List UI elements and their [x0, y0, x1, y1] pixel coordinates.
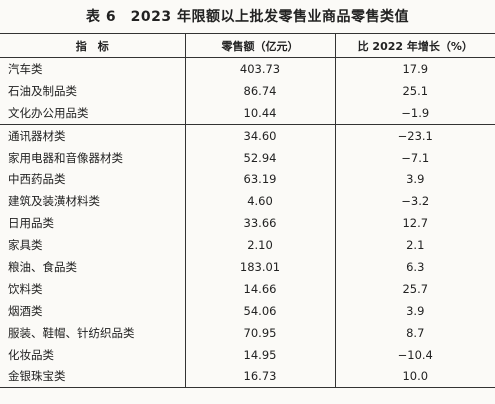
cell-value: 10.44 [184, 101, 335, 125]
header-row: 指 标零售额（亿元）比 2022 年增长（%） [0, 33, 495, 58]
row-label: 日用品类 [8, 216, 54, 231]
table-title: 表 6 2023 年限额以上批发零售业商品零售类值 [86, 9, 409, 25]
row-label: 建筑及装潢材料类 [8, 194, 100, 209]
row-label: 化妆品类 [8, 347, 54, 362]
cell-value: 183.01 [184, 256, 335, 278]
cell-value: −3.2 [334, 190, 495, 213]
row-label: 石油及制品类 [8, 83, 77, 98]
cell-value: 12.7 [334, 212, 495, 235]
row-label: 服装、鞋帽、针纺织品类 [8, 325, 135, 340]
cell-value: 34.60 [184, 124, 335, 147]
cell-value: 6.3 [334, 256, 495, 278]
row-label: 家具类 [8, 238, 43, 253]
data-table: 指 标零售额（亿元）比 2022 年增长（%） 汽车类 403.73 17.9 石油及… [0, 33, 495, 389]
header-cell: 比 2022 年增长（%） [334, 33, 495, 58]
cell-value: 3.9 [334, 168, 495, 191]
table-row: 烟酒类 54.06 3.9 [0, 299, 495, 322]
table-row: 粮油、食品类 183.01 6.3 [0, 256, 495, 278]
cell-value: 16.73 [184, 365, 335, 388]
row-label: 粮油、食品类 [8, 259, 77, 274]
cell-value: 86.74 [184, 79, 335, 102]
row-label: 文化办公用品类 [0, 101, 185, 125]
cell-value: 403.73 [184, 57, 335, 80]
cell-value: 8.7 [334, 321, 495, 344]
table-row: 化妆品类 14.95 −10.4 [0, 343, 495, 366]
row-label: 中西药品类 [8, 172, 66, 187]
table-body: 汽车类 403.73 17.9 石油及制品类 86.74 25.1 文化办公用品类 10.44… [0, 57, 495, 388]
cell-value: −23.1 [334, 124, 495, 147]
cell-value: 25.1 [334, 79, 495, 102]
row-label: 汽车类 [8, 61, 43, 76]
cell-value: −10.4 [334, 343, 495, 366]
cell-value: 17.9 [334, 57, 495, 80]
row-label: 烟酒类 [8, 303, 43, 318]
header-cell: 零售额（亿元） [184, 33, 335, 58]
cell-value: 2.1 [334, 234, 495, 257]
row-label: 家用电器和音像器材类 [8, 150, 123, 165]
cell-value: 25.7 [334, 277, 495, 300]
cell-value: 14.95 [184, 343, 335, 366]
cell-value: 10.0 [334, 365, 495, 388]
table-row: 日用品类 33.66 12.7 [0, 212, 495, 235]
cell-value: 33.66 [184, 212, 335, 235]
table-row: 建筑及装潢材料类 4.60 −3.2 [0, 190, 495, 213]
header-cell: 指 标 [0, 33, 185, 58]
row-label: 通讯器材类 [8, 128, 66, 143]
cell-value: 52.94 [184, 146, 335, 169]
table-row: 文化办公用品类 10.44 −1.9 [0, 101, 495, 125]
table-row: 石油及制品类 86.74 25.1 [0, 79, 495, 102]
table-row: 中西药品类 63.19 3.9 [0, 168, 495, 191]
cell-value: 4.60 [184, 190, 335, 213]
table-row: 饮料类 14.66 25.7 [0, 277, 495, 300]
cell-value: 3.9 [334, 299, 495, 322]
table-row: 家具类 2.10 2.1 [0, 234, 495, 257]
row-label: 金银珠宝类 [8, 369, 66, 384]
table-row: 家用电器和音像器材类 52.94 −7.1 [0, 146, 495, 169]
cell-value: −7.1 [334, 146, 495, 169]
cell-value: −1.9 [334, 101, 495, 125]
cell-value: 70.95 [184, 321, 335, 344]
cell-value: 63.19 [184, 168, 335, 191]
table-row: 金银珠宝类 16.73 10.0 [0, 365, 495, 388]
row-label: 饮料类 [8, 281, 43, 296]
table-row: 汽车类 403.73 17.9 [0, 57, 495, 80]
cell-value: 14.66 [184, 277, 335, 300]
table-row: 通讯器材类 34.60 −23.1 [0, 124, 495, 147]
table-row: 服装、鞋帽、针纺织品类 70.95 8.7 [0, 321, 495, 344]
cell-value: 54.06 [184, 299, 335, 322]
cell-value: 2.10 [184, 234, 335, 257]
